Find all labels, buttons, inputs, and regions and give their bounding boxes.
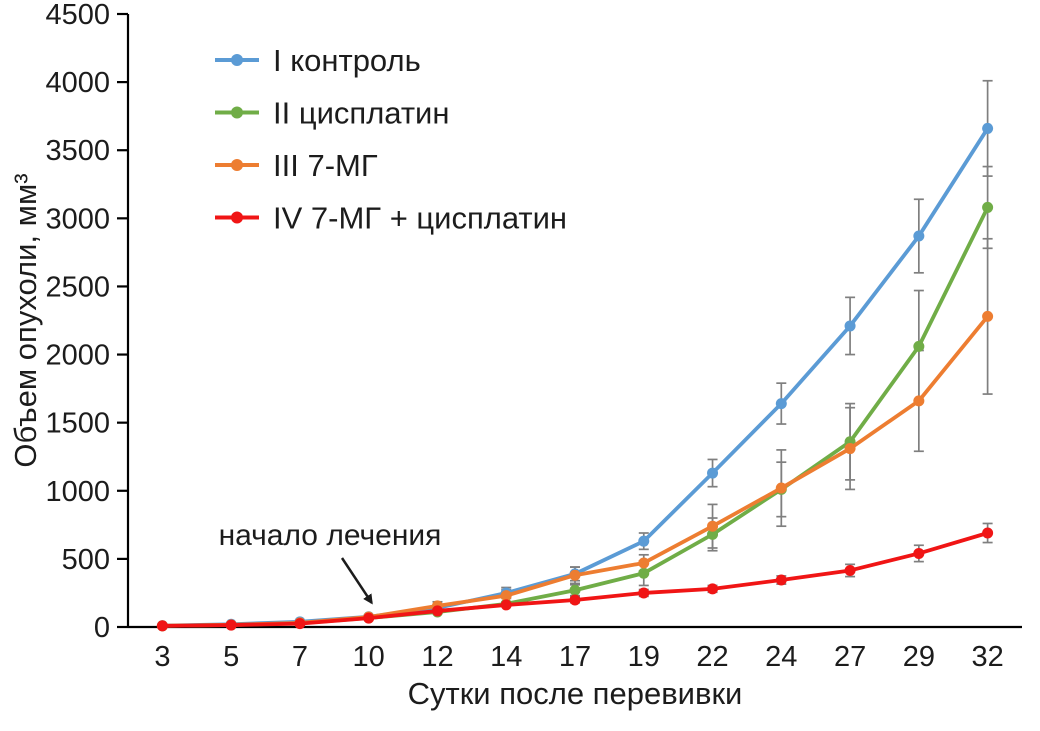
- data-point-marker: [707, 467, 719, 479]
- data-point-marker: [638, 557, 650, 569]
- series-1: [156, 122, 994, 632]
- data-point-marker: [638, 535, 650, 547]
- data-point-marker: [775, 398, 787, 410]
- data-point-marker: [569, 594, 581, 606]
- data-point-marker: [982, 310, 994, 322]
- data-point-marker: [500, 599, 512, 611]
- x-tick-label: 14: [490, 641, 522, 673]
- x-tick-label: 3: [154, 641, 170, 673]
- y-tick-label: 1500: [45, 408, 110, 440]
- y-tick-label: 0: [94, 612, 110, 644]
- data-point-marker: [363, 612, 375, 624]
- x-tick-label: 10: [353, 641, 385, 673]
- data-point-marker: [707, 583, 719, 595]
- data-point-marker: [707, 528, 719, 540]
- x-tick-label: 12: [421, 641, 453, 673]
- x-tick-label: 5: [223, 641, 239, 673]
- data-point-marker: [569, 584, 581, 596]
- data-point-marker: [982, 527, 994, 539]
- data-point-marker: [156, 620, 168, 632]
- x-axis-ticks: 3 5 7 10 12 14 17 19 22 24 27 29 32: [154, 641, 1003, 673]
- annotation-arrow-icon: [340, 557, 373, 605]
- x-tick-label: 27: [834, 641, 866, 673]
- data-point-marker: [844, 320, 856, 332]
- data-point-marker: [775, 574, 787, 586]
- data-point-marker: [500, 590, 512, 602]
- y-tick-label: 3000: [45, 203, 110, 235]
- x-tick-label: 29: [903, 641, 935, 673]
- legend-key-marker: [231, 159, 243, 171]
- legend-item: I контроль: [215, 43, 421, 78]
- data-point-marker: [982, 122, 994, 134]
- data-point-marker: [913, 230, 925, 242]
- y-tick-label: 4500: [45, 0, 110, 31]
- legend-key-marker: [231, 106, 243, 119]
- data-point-marker: [775, 482, 787, 494]
- series-4: [156, 527, 994, 632]
- data-point-marker: [707, 520, 719, 532]
- treatment-start-annotation: начало лечения: [219, 519, 442, 605]
- axes: [126, 14, 1022, 629]
- y-axis-ticks: 0 500 1000 1500 2000 2500 3000 3500 4000 4500: [45, 0, 128, 644]
- data-point-marker: [294, 618, 306, 630]
- y-tick-label: 2500: [45, 271, 110, 303]
- data-point-marker: [225, 619, 237, 631]
- y-tick-label: 3500: [45, 135, 110, 167]
- legend-item: III 7-МГ: [215, 148, 378, 183]
- x-tick-label: 17: [559, 641, 591, 673]
- annotation-text: начало лечения: [219, 519, 442, 552]
- legend: I контроль II цисплатин III 7-МГ IV 7-МГ + …: [215, 43, 567, 236]
- y-tick-label: 500: [62, 544, 110, 576]
- data-point-marker: [569, 569, 581, 581]
- x-tick-label: 19: [628, 641, 660, 673]
- legend-label: IV 7-МГ + цисплатин: [273, 201, 567, 236]
- series-line: [160, 205, 990, 628]
- data-point-marker: [844, 443, 856, 455]
- legend-label: I контроль: [273, 43, 421, 78]
- data-point-marker: [982, 201, 994, 213]
- data-point-marker: [913, 395, 925, 407]
- data-point-marker: [431, 605, 443, 617]
- x-tick-label: 32: [971, 641, 1003, 673]
- y-tick-label: 2000: [45, 340, 110, 372]
- data-point-marker: [638, 587, 650, 599]
- legend-label: II цисплатин: [273, 96, 449, 131]
- data-point-marker: [913, 547, 925, 559]
- y-tick-label: 1000: [45, 476, 110, 508]
- legend-label: III 7-МГ: [273, 148, 378, 183]
- y-axis-title: Объем опухоли, мм³: [8, 173, 43, 467]
- legend-key-marker: [231, 54, 243, 66]
- legend-item: II цисплатин: [215, 96, 449, 131]
- x-axis-title: Сутки после перевивки: [408, 676, 743, 711]
- legend-key-marker: [231, 211, 243, 224]
- x-tick-label: 22: [696, 641, 728, 673]
- data-point-marker: [638, 567, 650, 579]
- x-tick-label: 7: [292, 641, 308, 673]
- data-point-marker: [844, 564, 856, 576]
- x-tick-label: 24: [765, 641, 797, 673]
- data-point-marker: [913, 340, 925, 352]
- y-tick-label: 4000: [45, 67, 110, 99]
- legend-item: IV 7-МГ + цисплатин: [215, 201, 567, 236]
